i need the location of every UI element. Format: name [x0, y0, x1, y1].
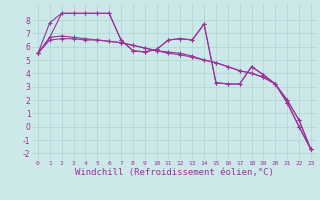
X-axis label: Windchill (Refroidissement éolien,°C): Windchill (Refroidissement éolien,°C): [75, 168, 274, 177]
